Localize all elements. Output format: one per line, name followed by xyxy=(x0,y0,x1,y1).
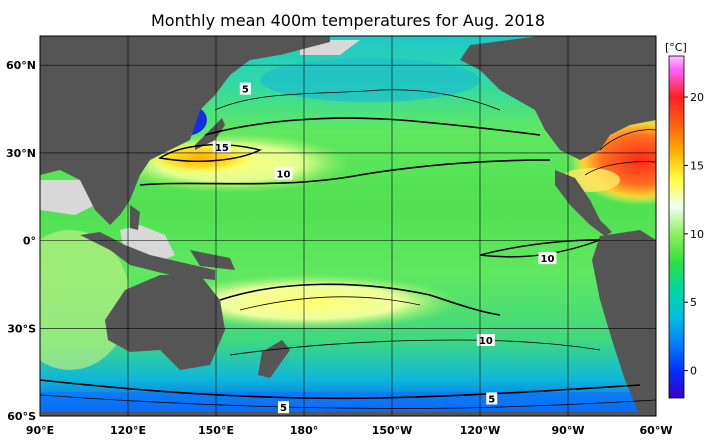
contour-label: 10 xyxy=(479,336,493,347)
chart-title: Monthly mean 400m temperatures for Aug. … xyxy=(151,11,545,30)
contour-label-bg xyxy=(486,392,498,405)
australia xyxy=(105,275,225,370)
asia-landmass xyxy=(40,36,330,225)
longitude-axis: 90°E 120°E 150°E 180° 150°W 120°W 90°W 60°W xyxy=(26,424,673,437)
contour-label-bg xyxy=(476,334,495,346)
colorbar-unit: [°C] xyxy=(665,41,687,54)
latitude-axis: 60°N 30°N 0° 30°S 60°S xyxy=(6,59,36,423)
antarctica-edge xyxy=(40,412,656,416)
contour-label: 10 xyxy=(541,254,555,265)
longitude-tick-label: 60°W xyxy=(640,424,673,437)
contour-label-bg xyxy=(538,252,557,265)
colorbar-tick-label: 5 xyxy=(690,296,697,309)
contour-label-bg xyxy=(277,401,289,414)
latitude-tick-label: 0° xyxy=(23,235,36,248)
contour-5-south xyxy=(40,379,641,400)
longitude-tick-label: 120°W xyxy=(460,424,501,437)
contour-lines xyxy=(40,89,656,409)
subarctic-gyre xyxy=(260,58,480,102)
longitude-tick-label: 120°E xyxy=(110,424,146,437)
contour-label: 5 xyxy=(488,394,495,405)
contour-10-south xyxy=(219,283,501,316)
maritime-continent xyxy=(80,232,215,280)
contour-polar xyxy=(40,394,656,409)
contour-south-warm xyxy=(239,296,421,311)
contour-5-north xyxy=(214,89,501,111)
philippines xyxy=(130,205,140,230)
latitude-tick-label: 30°S xyxy=(7,322,36,335)
longitude-tick-label: 180° xyxy=(290,424,318,437)
colorbar-bar xyxy=(668,55,685,399)
longitude-tick-label: 90°W xyxy=(552,424,585,437)
contour-label-bg xyxy=(212,141,231,154)
new-zealand xyxy=(258,340,290,378)
contour-labels: 5 15 10 10 10 5 5 xyxy=(212,82,557,414)
north-america xyxy=(460,36,656,160)
latitude-tick-label: 60°S xyxy=(7,410,36,423)
contour-south-mid xyxy=(229,339,601,356)
colorbar-tick-label: 10 xyxy=(690,228,704,241)
contour-label: 5 xyxy=(242,85,249,96)
longitude-tick-label: 150°E xyxy=(198,424,234,437)
contour-equatorial-10 xyxy=(479,239,601,258)
contour-10-north xyxy=(139,159,551,186)
longitude-tick-label: 150°W xyxy=(372,424,413,437)
contour-label-bg xyxy=(274,167,293,180)
colorbar-tick-label: 15 xyxy=(690,159,704,172)
contour-label: 5 xyxy=(280,403,287,414)
contour-15 xyxy=(158,144,263,162)
colorbar-tick-label: 0 xyxy=(690,365,697,378)
contour-label: 10 xyxy=(277,169,291,180)
contour-label: 15 xyxy=(215,143,229,154)
colorbar: [°C] 20 15 10 5 0 xyxy=(665,41,704,399)
central-america xyxy=(555,170,612,236)
map-panel: 5 15 10 10 10 5 5 xyxy=(40,36,656,416)
new-guinea xyxy=(190,250,235,270)
south-america xyxy=(592,230,656,416)
colorbar-ticks: 20 15 10 5 0 xyxy=(684,91,704,378)
contour-north-bold xyxy=(204,117,541,136)
colorbar-tick-label: 20 xyxy=(690,91,704,104)
contour-atlantic xyxy=(599,129,656,151)
latitude-tick-label: 60°N xyxy=(6,59,36,72)
latitude-tick-label: 30°N xyxy=(6,147,36,160)
land-masses xyxy=(40,36,656,416)
longitude-tick-label: 90°E xyxy=(26,424,54,437)
contour-atlantic-2 xyxy=(584,161,656,176)
map-frame xyxy=(39,35,657,417)
contour-label-bg xyxy=(239,82,251,95)
